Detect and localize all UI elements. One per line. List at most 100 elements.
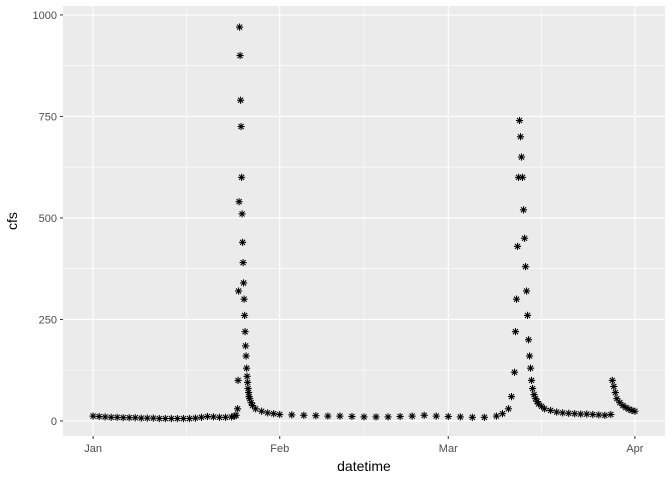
data-point (480, 413, 488, 421)
data-point (258, 407, 266, 415)
data-point (238, 210, 246, 218)
data-point (276, 410, 284, 419)
y-tick-label: 1000 (33, 10, 57, 22)
data-point (348, 412, 356, 421)
data-point (608, 376, 616, 384)
x-axis: Jan Feb Mar Apr (84, 436, 644, 455)
data-point (517, 153, 526, 161)
data-point (601, 411, 609, 419)
data-point (240, 295, 248, 303)
data-point (167, 414, 175, 423)
data-point (241, 311, 249, 320)
data-point (238, 238, 247, 246)
data-point (143, 414, 151, 422)
data-point (372, 413, 380, 421)
data-point (101, 413, 109, 421)
data-point (155, 414, 163, 423)
data-point (512, 295, 521, 303)
data-point (203, 412, 212, 421)
data-point (113, 413, 121, 421)
data-point (631, 407, 639, 415)
data-point (595, 411, 603, 419)
data-point (336, 412, 344, 420)
data-point (119, 414, 127, 422)
data-point (237, 122, 245, 131)
data-point (243, 372, 251, 380)
data-point (249, 401, 257, 410)
data-point (498, 410, 507, 418)
data-point (523, 311, 532, 320)
data-point (589, 410, 597, 419)
data-point (264, 409, 272, 417)
data-point (312, 412, 320, 420)
data-point (396, 412, 404, 421)
data-point (577, 410, 585, 418)
data-point (525, 352, 534, 360)
data-point (235, 198, 243, 206)
data-point (492, 412, 501, 420)
data-point (519, 206, 528, 214)
data-point (107, 413, 115, 421)
data-point (571, 410, 579, 418)
data-point (191, 414, 200, 422)
data-point (565, 409, 573, 417)
data-point (524, 336, 533, 344)
data-point (95, 412, 103, 421)
data-point (515, 116, 524, 125)
data-point (288, 411, 296, 419)
data-point (516, 133, 525, 141)
x-tick-label: Jan (84, 443, 102, 455)
data-point (149, 414, 157, 422)
data-point (521, 263, 530, 271)
y-tick-label: 250 (39, 314, 57, 326)
data-point (242, 342, 250, 350)
data-point (236, 51, 244, 60)
data-point (137, 414, 145, 422)
data-point (613, 395, 621, 403)
data-point (420, 411, 428, 419)
y-tick-label: 0 (51, 416, 57, 428)
data-point (125, 414, 133, 422)
data-point (610, 382, 618, 391)
data-point (244, 378, 252, 387)
x-tick-label: Mar (439, 443, 458, 455)
data-point (209, 413, 218, 421)
data-point (241, 328, 249, 336)
x-tick-label: Feb (270, 443, 289, 455)
data-point (526, 364, 535, 372)
data-point (239, 259, 247, 267)
data-point (232, 411, 240, 419)
data-point (324, 412, 332, 420)
y-tick-label: 500 (39, 213, 57, 225)
data-point (161, 414, 169, 423)
data-point (179, 414, 187, 423)
data-point (522, 287, 531, 295)
data-point (468, 413, 476, 421)
data-points (89, 23, 639, 423)
data-point (444, 412, 452, 421)
data-point (541, 405, 549, 413)
data-point (270, 410, 278, 418)
data-point (197, 413, 206, 421)
data-point (384, 413, 392, 421)
y-axis: 0 250 500 750 1000 (33, 10, 63, 428)
data-point (456, 413, 464, 421)
data-point (234, 287, 243, 295)
data-point (547, 406, 555, 415)
data-point (252, 405, 260, 413)
data-point (300, 411, 308, 419)
data-point (360, 413, 368, 421)
data-point (507, 393, 516, 401)
data-point (173, 414, 181, 423)
data-point (511, 328, 520, 336)
data-point (240, 279, 248, 287)
data-point (520, 234, 529, 242)
data-point (518, 173, 527, 181)
data-point (607, 410, 615, 419)
data-point (527, 376, 536, 384)
data-point (243, 364, 251, 372)
data-point (237, 173, 246, 181)
data-point (408, 412, 416, 420)
data-point (221, 413, 230, 421)
